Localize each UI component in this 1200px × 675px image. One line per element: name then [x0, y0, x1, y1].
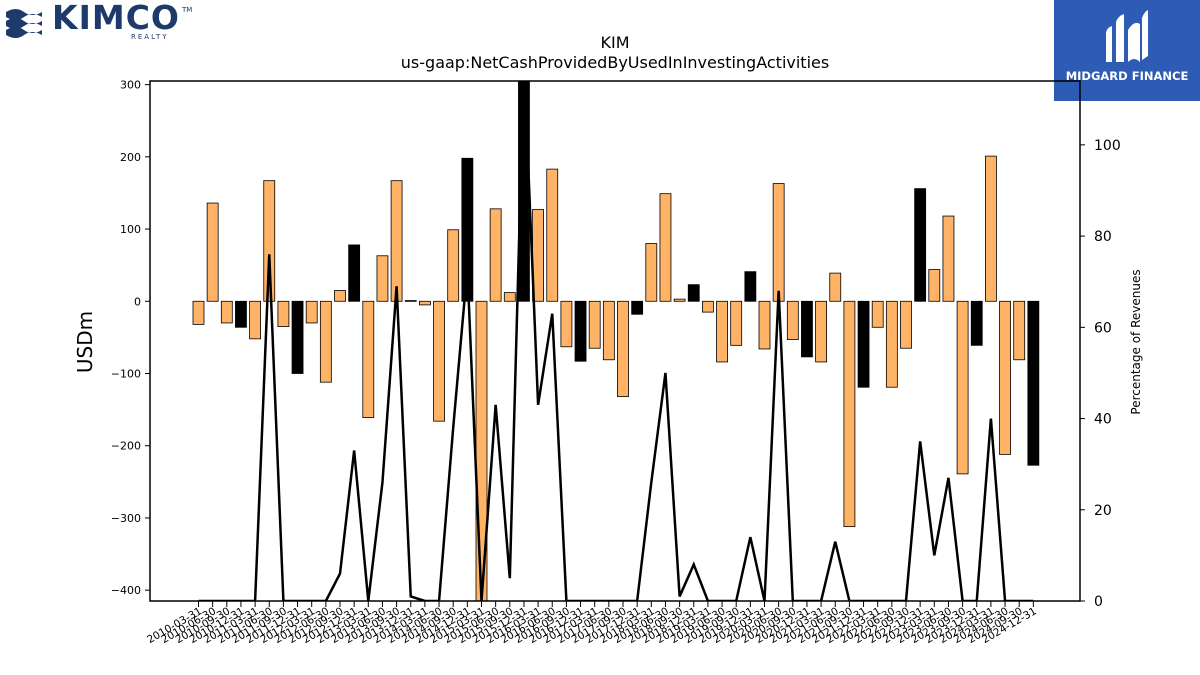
bar-2011-09-30	[277, 300, 290, 327]
plot-frame	[149, 80, 1081, 602]
midgard-finance-logo: MIDGARD FINANCE	[1054, 0, 1200, 101]
y-tick-label: 300	[120, 79, 141, 92]
y-axis-label: USDm	[73, 311, 97, 373]
bar-2023-06-30	[942, 215, 955, 302]
bar-2024-12-31	[1027, 300, 1040, 466]
kimco-wordmark: KIMCO	[52, 0, 180, 37]
bar-2010-06-30	[206, 202, 219, 302]
bar-2022-09-30	[900, 300, 912, 349]
bar-series	[192, 81, 1040, 601]
y-tick-label: −100	[111, 368, 141, 381]
y-tick-label: 200	[120, 151, 141, 164]
bar-2021-09-30	[843, 300, 856, 528]
bar-2013-12-31	[404, 300, 417, 302]
bar-2018-12-31	[687, 284, 700, 302]
y-right-tick-label: 80	[1094, 229, 1112, 245]
percent-line-series	[198, 81, 1034, 601]
kimco-wave-icon	[6, 9, 42, 38]
bar-2011-06-30	[263, 180, 276, 302]
bar-2020-12-31	[801, 300, 813, 358]
chart-subtitle: us-gaap:NetCashProvidedByUsedInInvesting…	[401, 53, 829, 72]
percent-of-revenue-line	[198, 81, 1034, 601]
bar-2020-06-30	[772, 183, 785, 302]
y-tick-label: 100	[120, 223, 141, 236]
bar-2019-06-30	[716, 300, 728, 363]
y-tick-label: −400	[111, 584, 141, 597]
bar-2011-03-31	[249, 300, 262, 340]
bar-2014-12-31	[461, 157, 474, 302]
bar-2024-03-31	[985, 155, 997, 302]
bar-2023-09-30	[956, 300, 969, 475]
bar-2015-09-30	[503, 292, 516, 302]
bar-2020-03-31	[758, 300, 771, 350]
y-tick-label: 0	[134, 295, 141, 308]
bar-2014-03-31	[418, 300, 431, 306]
bar-2010-12-31	[235, 300, 247, 328]
bar-2022-12-31	[914, 188, 927, 302]
bar-2012-09-30	[334, 290, 346, 302]
bar-2013-06-30	[376, 255, 389, 302]
y-right-tick-label: 40	[1094, 412, 1112, 428]
y-tick-label: −200	[111, 440, 141, 453]
bar-2012-12-31	[348, 244, 361, 302]
bar-2024-09-30	[1013, 300, 1026, 361]
bar-2021-06-30	[829, 272, 842, 302]
trademark-mark: TM	[182, 6, 193, 14]
y-axis-left: −400 −300 −200 −100 0 100 200 300	[111, 79, 150, 597]
bar-2014-09-30	[447, 229, 460, 302]
midgard-emblem-icon	[1106, 10, 1148, 62]
y-axis-right: 0 20 40 60 80 100	[1080, 138, 1121, 610]
bar-2017-12-31	[631, 300, 644, 315]
bar-2018-06-30	[659, 193, 672, 302]
y-right-tick-label: 60	[1094, 320, 1112, 336]
bar-2023-12-31	[970, 300, 983, 346]
kimco-sub-wordmark: REALTY	[131, 33, 169, 41]
bar-2010-09-30	[220, 300, 233, 324]
bar-2014-06-30	[433, 300, 445, 422]
bar-2021-12-31	[857, 300, 870, 388]
bar-2022-06-30	[885, 300, 898, 388]
y-right-tick-label: 100	[1094, 138, 1121, 154]
bar-2019-12-31	[744, 271, 757, 302]
bar-2017-03-31	[588, 300, 601, 349]
bar-2017-06-30	[602, 300, 615, 361]
x-axis: 2010-03-312010-06-302010-09-302010-12-31…	[145, 601, 1039, 646]
bar-2020-09-30	[786, 300, 799, 340]
bar-2018-03-31	[645, 243, 658, 302]
y-right-tick-label: 0	[1094, 594, 1103, 610]
bar-2013-03-31	[362, 300, 375, 418]
bar-2010-03-31	[192, 300, 205, 325]
bar-2023-03-31	[928, 269, 941, 302]
kimco-realty-logo: KIMCO TM REALTY	[4, 0, 194, 44]
bar-2021-03-31	[815, 300, 827, 363]
bar-2016-12-31	[574, 300, 587, 362]
y-right-tick-label: 20	[1094, 503, 1112, 519]
bar-2012-06-30	[319, 300, 332, 383]
midgard-finance-wordmark: MIDGARD FINANCE	[1065, 69, 1189, 83]
bar-2013-09-30	[390, 180, 403, 302]
bar-2018-09-30	[673, 298, 686, 302]
bar-2015-06-30	[489, 208, 502, 302]
chart-title: KIM	[600, 33, 629, 52]
bar-2019-09-30	[730, 300, 743, 346]
y-tick-label: −300	[111, 512, 141, 525]
y-axis-right-label: Percentage of Revenues	[1129, 269, 1143, 414]
bar-2016-06-30	[546, 168, 559, 302]
bar-2019-03-31	[702, 300, 714, 313]
bar-2022-03-31	[871, 300, 884, 328]
bar-2017-09-30	[617, 300, 629, 398]
bar-2024-06-30	[999, 300, 1011, 455]
bar-2016-09-30	[560, 300, 573, 348]
bar-2011-12-31	[291, 300, 304, 374]
bar-2012-03-31	[305, 300, 318, 324]
